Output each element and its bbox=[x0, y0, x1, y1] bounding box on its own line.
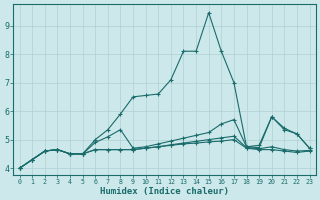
X-axis label: Humidex (Indice chaleur): Humidex (Indice chaleur) bbox=[100, 187, 229, 196]
